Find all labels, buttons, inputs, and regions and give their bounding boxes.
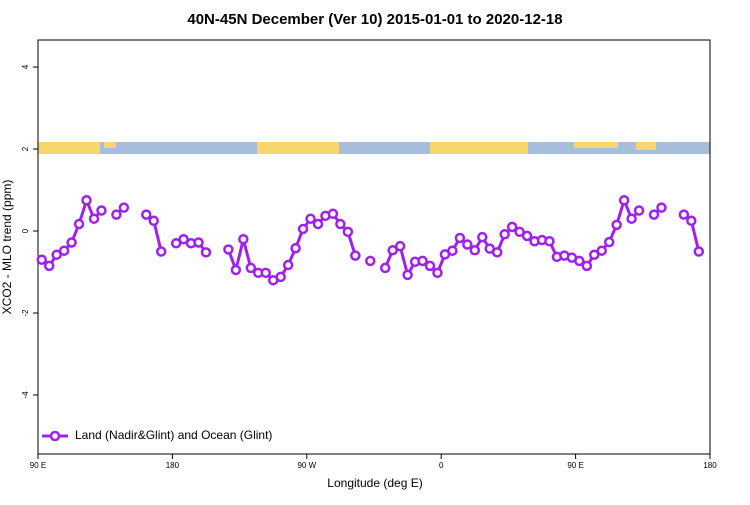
- data-point: [365, 255, 376, 267]
- data-point: [245, 262, 257, 274]
- data-point: [342, 226, 354, 238]
- data-point: [141, 209, 152, 220]
- data-point: [282, 259, 294, 271]
- data-point: [693, 246, 705, 257]
- data-point: [477, 231, 488, 243]
- data-point: [73, 218, 85, 230]
- data-point: [275, 271, 286, 283]
- y-tick-label: 4: [21, 64, 30, 69]
- data-point: [618, 195, 630, 206]
- y-axis-label: XCO2 - MLO trend (ppm): [0, 180, 14, 315]
- data-point: [574, 255, 585, 267]
- data-point: [514, 226, 525, 238]
- data-point: [521, 230, 533, 242]
- y-tick-label: 0: [21, 228, 30, 233]
- data-point: [111, 209, 122, 220]
- x-tick-label: 180: [166, 461, 180, 470]
- data-point: [200, 247, 212, 258]
- y-tick-label: -4: [21, 391, 30, 399]
- data-point: [312, 218, 324, 230]
- data-point: [379, 262, 391, 274]
- data-point: [648, 209, 660, 220]
- data-point: [223, 244, 234, 255]
- data-point: [387, 245, 398, 256]
- land-band: [257, 142, 339, 154]
- land-band: [574, 142, 618, 148]
- data-point: [611, 219, 622, 231]
- data-point: [469, 245, 481, 256]
- data-point: [432, 267, 443, 279]
- legend-label: Land (Nadir&Glint) and Ocean (Glint): [75, 428, 272, 442]
- data-point: [447, 245, 458, 256]
- x-tick-label: 180: [703, 461, 717, 470]
- legend-marker: [49, 430, 61, 442]
- data-point: [506, 221, 518, 233]
- data-point: [633, 205, 645, 216]
- data-point: [454, 232, 466, 244]
- land-band: [38, 142, 100, 154]
- data-point: [96, 205, 107, 216]
- y-tick-label: 2: [21, 146, 30, 151]
- x-tick-label: 0: [439, 461, 444, 470]
- data-point: [148, 215, 159, 227]
- data-point: [686, 215, 697, 227]
- data-line: [40, 198, 701, 282]
- data-point: [81, 195, 92, 206]
- data-point: [491, 247, 503, 258]
- x-axis-label: Longitude (deg E): [327, 476, 422, 490]
- data-point: [260, 267, 271, 279]
- data-point: [626, 213, 637, 224]
- data-point: [66, 237, 77, 248]
- data-point: [88, 213, 100, 224]
- x-tick-label: 90 W: [297, 461, 316, 470]
- data-point: [238, 233, 249, 245]
- chart-title: 40N-45N December (Ver 10) 2015-01-01 to …: [187, 11, 562, 28]
- data-point: [58, 245, 70, 256]
- land-band: [104, 142, 116, 148]
- data-point: [350, 250, 361, 261]
- data-point: [656, 202, 667, 213]
- x-tick-label: 90 E: [30, 461, 46, 470]
- data-point: [424, 260, 436, 272]
- y-tick-label: -2: [21, 309, 30, 317]
- data-point: [499, 229, 510, 240]
- land-band: [430, 142, 528, 154]
- data-point: [170, 238, 182, 249]
- data-point: [402, 269, 413, 281]
- data-point: [603, 236, 615, 248]
- data-point: [230, 264, 242, 276]
- data-point: [36, 254, 47, 265]
- ocean-band: [38, 142, 710, 154]
- data-point: [335, 218, 346, 230]
- data-point: [297, 223, 309, 235]
- data-point: [43, 260, 55, 272]
- data-point: [678, 209, 690, 220]
- data-point: [589, 249, 600, 261]
- data-point: [178, 233, 189, 245]
- data-point: [305, 213, 316, 224]
- data-point: [596, 245, 607, 256]
- data-point: [581, 260, 593, 272]
- data-point: [544, 236, 555, 247]
- data-point: [118, 202, 130, 213]
- x-tick-label: 90 E: [567, 461, 583, 470]
- land-band: [636, 142, 656, 150]
- data-point: [51, 249, 62, 261]
- surface-band: [38, 142, 710, 154]
- plot-frame: [37, 39, 711, 455]
- data-point: [290, 242, 301, 254]
- data-point: [155, 246, 167, 257]
- data-point: [417, 255, 428, 267]
- data-point: [193, 237, 204, 248]
- data-point: [327, 208, 339, 220]
- data-point: [462, 239, 473, 250]
- data-point: [394, 240, 406, 252]
